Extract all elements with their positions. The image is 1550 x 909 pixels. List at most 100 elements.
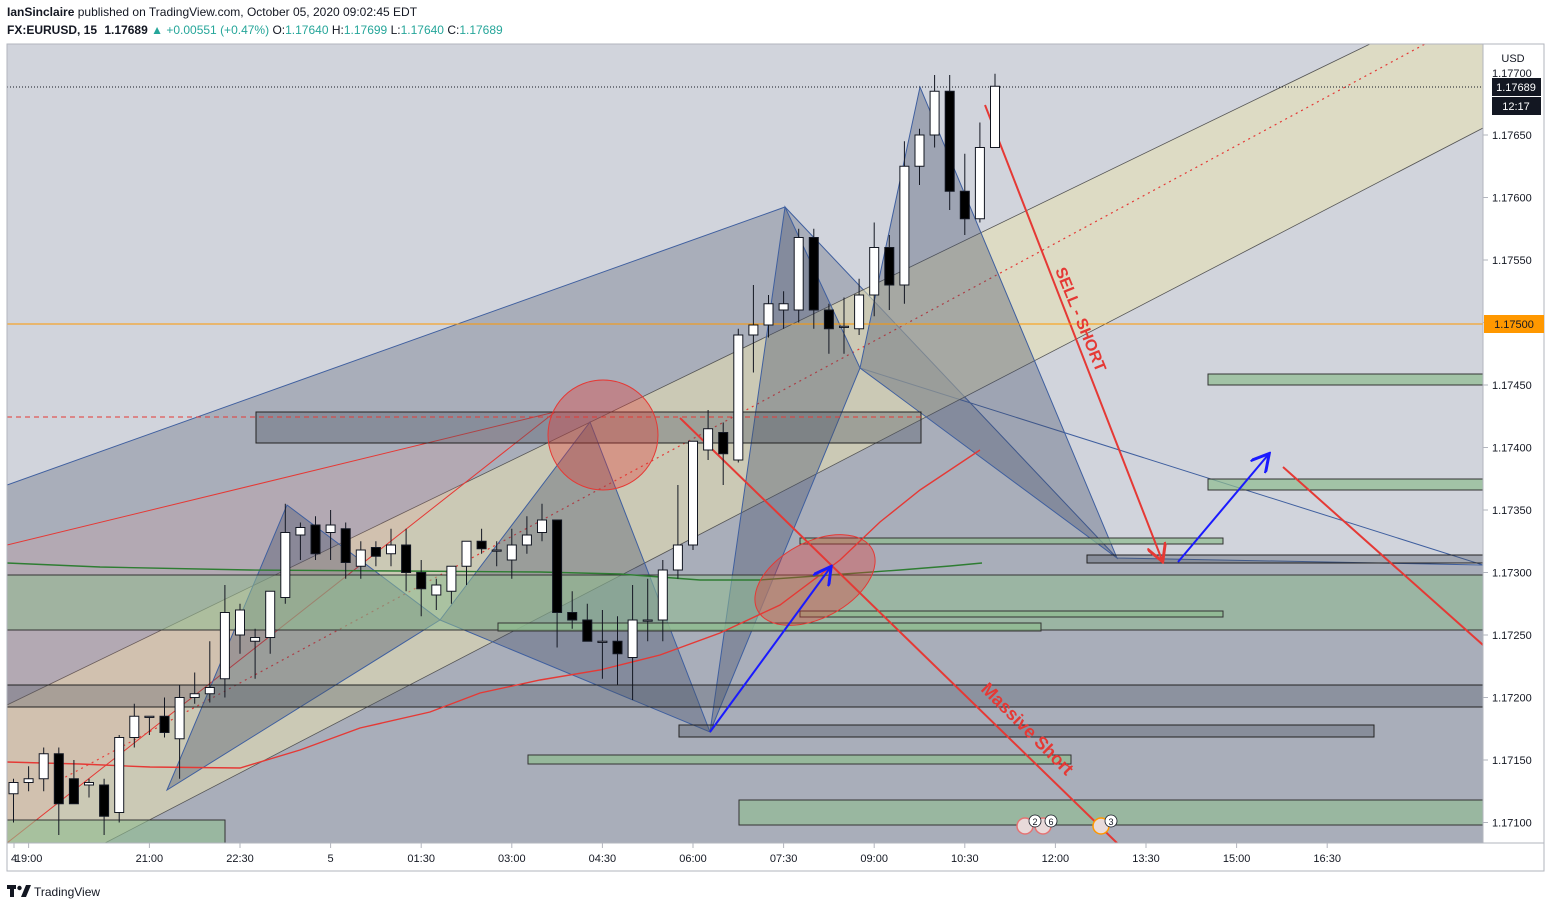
candle — [370, 541, 381, 567]
pattern-edge — [859, 367, 1483, 566]
candle-body-down — [370, 547, 381, 557]
author-name[interactable]: IanSinclaire — [7, 5, 75, 19]
harmonic-de[interactable] — [859, 85, 1119, 560]
candle — [461, 540, 472, 585]
candle — [839, 297, 849, 354]
candle-body-up — [974, 147, 985, 220]
candle-body-up — [672, 544, 683, 571]
footer: TradingView — [0, 876, 1550, 909]
zone-green-4[interactable] — [799, 610, 1224, 618]
open-value: 1.17640 — [285, 23, 329, 37]
candle-body-up — [23, 778, 34, 783]
symbol-line: FX:EURUSD, 15 1.17689 ▲ +0.00551 (+0.47%… — [7, 23, 503, 37]
candle — [597, 610, 608, 679]
candle — [733, 328, 744, 463]
candle — [718, 422, 729, 485]
time-tick-label: 16:30 — [1313, 853, 1341, 865]
highlight-circle[interactable] — [547, 379, 659, 491]
candle-body-down — [823, 309, 834, 330]
candle-body-up — [763, 303, 774, 326]
zone-dark-3[interactable] — [1086, 554, 1483, 564]
candle-body-up — [8, 782, 19, 795]
candle — [582, 603, 593, 642]
candle — [476, 528, 487, 554]
candle — [446, 565, 457, 604]
candle — [748, 285, 759, 373]
candle — [944, 75, 955, 210]
zone-green-6[interactable] — [527, 754, 1072, 765]
price-tick-label: 1.17200 — [1492, 693, 1532, 705]
candle-body-down — [159, 715, 170, 733]
candle — [914, 128, 925, 185]
candle — [280, 503, 291, 604]
tradingview-logo-icon[interactable] — [7, 883, 31, 899]
zone-green-5[interactable] — [497, 622, 1042, 632]
time-tick-label: 5 — [328, 853, 334, 865]
tradingview-brand[interactable]: TradingView — [34, 885, 101, 899]
candle-body-up — [431, 584, 442, 596]
candle — [521, 516, 532, 554]
zone-dark-2[interactable] — [7, 684, 1483, 708]
candle — [612, 616, 623, 685]
candle — [310, 516, 321, 560]
candle — [23, 766, 34, 792]
candle-body-up — [189, 693, 200, 698]
zone-green-3[interactable] — [799, 537, 1224, 545]
zone-green-2[interactable] — [1207, 478, 1483, 491]
candle — [8, 778, 19, 823]
arrow-up-blue-2 — [1177, 455, 1268, 563]
candle-body-up — [174, 697, 185, 740]
candle — [884, 235, 895, 310]
event-badge-count-2: 6 — [1048, 817, 1053, 827]
candle — [869, 222, 880, 317]
chart-frame — [6, 43, 1545, 872]
candle-body-down — [944, 90, 955, 192]
candle-body-up — [854, 294, 865, 330]
price-chart[interactable]: SELL - SHORT Massive Short 2 6 3 USD 1.1… — [0, 0, 1550, 876]
candle-body-up — [295, 527, 306, 536]
event-badges[interactable]: 2 6 3 — [1016, 814, 1118, 835]
candle — [567, 591, 578, 629]
candle — [99, 778, 110, 835]
price-labels: 1.17689 12:17 1.17500 — [1484, 78, 1544, 333]
low-label: L: — [390, 23, 401, 37]
zone-green-1[interactable] — [1207, 373, 1483, 386]
zone-dark-4[interactable] — [678, 724, 1375, 738]
candle-body-down — [582, 619, 593, 642]
price-axis[interactable] — [1483, 44, 1544, 843]
candle-body-up — [793, 237, 804, 311]
candle-body-up — [657, 569, 668, 621]
candle-body-down — [401, 544, 412, 573]
candle-body-down — [476, 540, 487, 550]
price-tick-label: 1.17550 — [1492, 255, 1532, 267]
time-ticks: 419:00 21:00 22:30 5 01:30 03:00 04:30 06:00 07:… — [11, 843, 1341, 865]
candle — [854, 278, 865, 335]
candle-body-up — [627, 619, 638, 658]
time-tick-label: 07:30 — [770, 853, 798, 865]
low-value: 1.17640 — [400, 23, 444, 37]
candle-body-down — [340, 528, 351, 563]
time-tick-label: 01:30 — [407, 853, 435, 865]
price-tick-label: 1.17650 — [1492, 130, 1532, 142]
chart-header: IanSinclaire published on TradingView.co… — [0, 0, 1550, 44]
candle-body-down — [552, 519, 563, 613]
symbol-title[interactable]: FX:EURUSD, 15 — [7, 23, 98, 37]
candle-body-up — [521, 534, 532, 546]
arrow-sell-short — [984, 104, 1162, 560]
candle-body-up — [144, 715, 155, 718]
close-value: 1.17689 — [459, 23, 503, 37]
candle — [552, 519, 563, 648]
candle-body-up — [642, 619, 653, 622]
zone-green-left[interactable] — [7, 819, 226, 850]
candle — [250, 628, 261, 679]
candle — [778, 291, 789, 329]
candle — [68, 760, 79, 805]
event-badge-count-1: 2 — [1032, 817, 1037, 827]
price-tick-label: 1.17350 — [1492, 505, 1532, 517]
candle-body-up — [280, 532, 291, 598]
candle-body-up — [355, 549, 366, 567]
candle-body-down — [718, 432, 729, 455]
candle-body-down — [310, 524, 321, 555]
candle-body-up — [990, 85, 1000, 148]
candle — [84, 778, 94, 798]
